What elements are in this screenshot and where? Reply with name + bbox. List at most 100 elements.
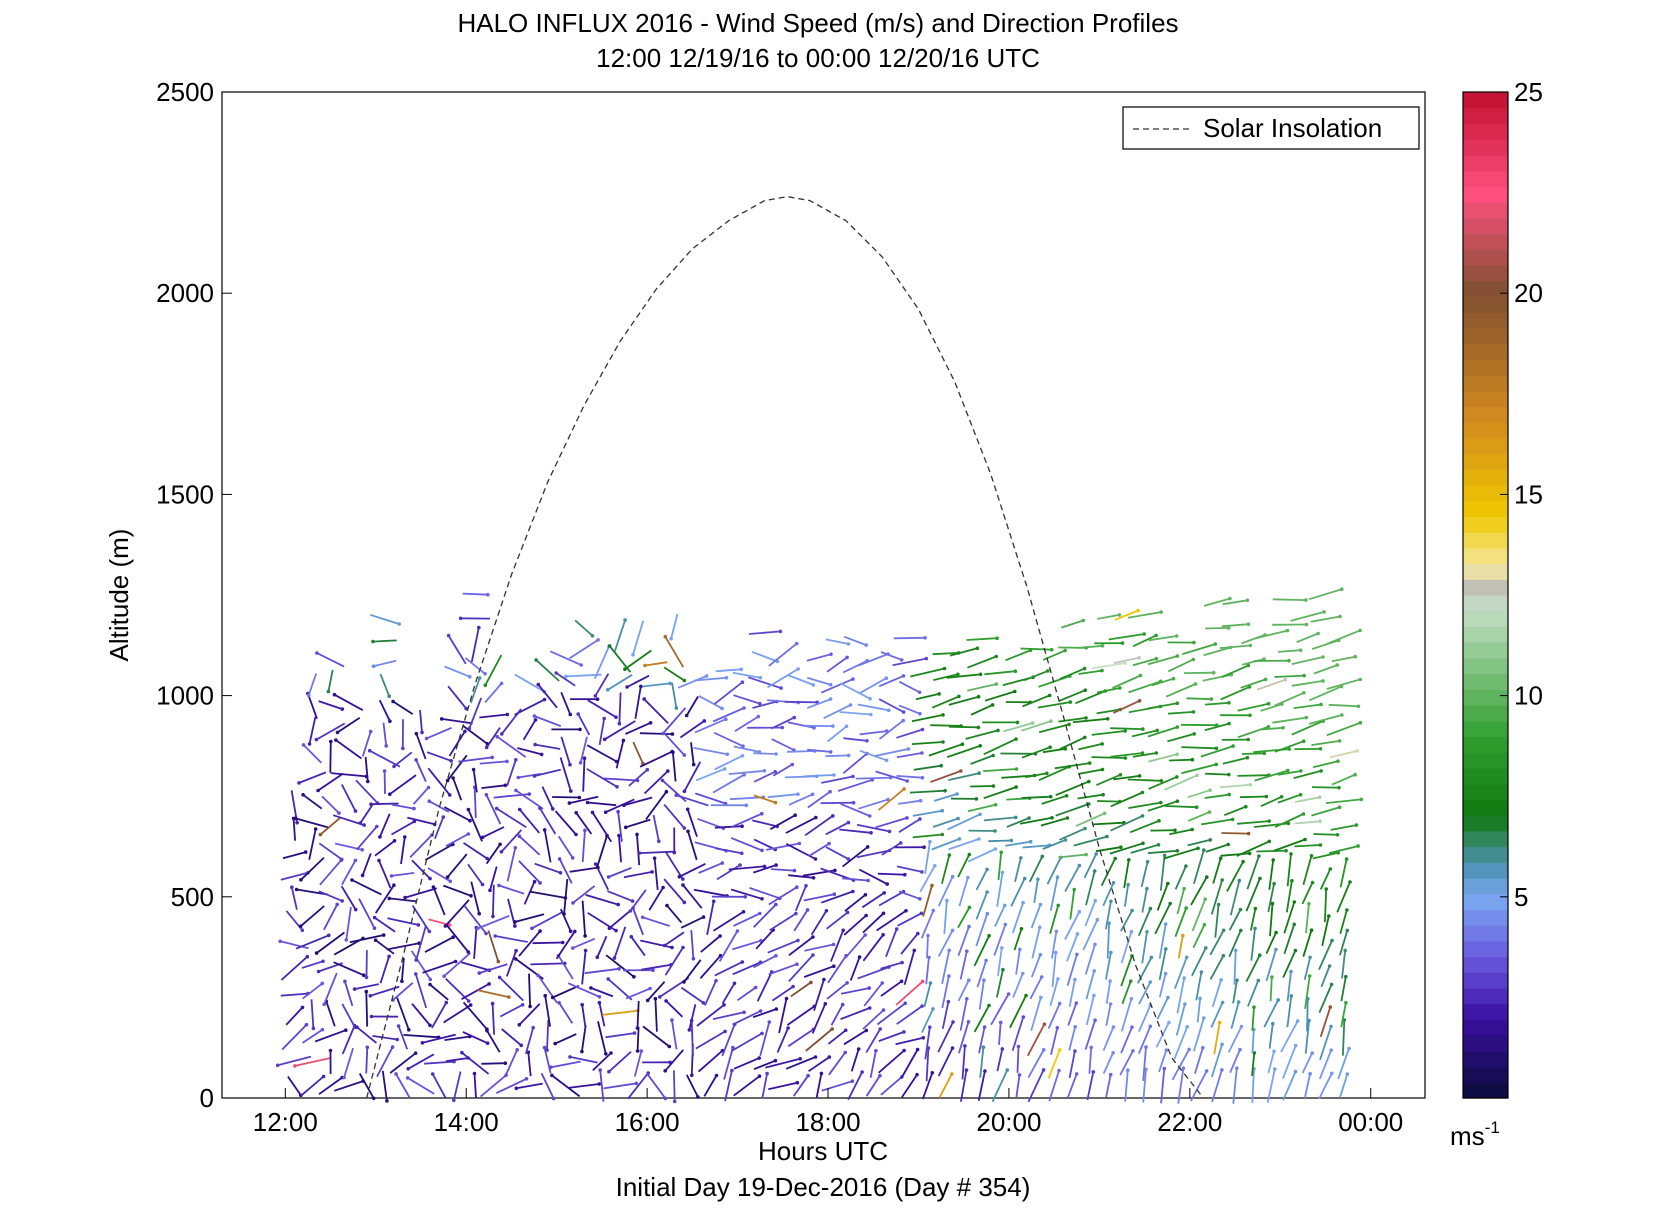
colorbar-cell [1463,815,1508,832]
wind-vector [356,1026,377,1044]
wind-vector-head [1302,691,1306,695]
wind-vector [1295,796,1320,803]
wind-vector [358,898,376,929]
wind-vector [628,769,648,787]
wind-vector [290,887,298,910]
wind-vector-head [1230,817,1235,822]
wind-vector-head [373,938,378,942]
wind-vector-head [1239,1024,1244,1029]
wind-vector-head [1194,805,1199,809]
wind-vector-head [311,1026,316,1031]
wind-vector [785,816,817,834]
wind-vector [1023,670,1049,682]
wind-vector [518,930,541,957]
wind-vector [892,657,927,667]
wind-vector [333,1080,364,1092]
wind-vector-head [813,857,818,861]
wind-vector [492,884,495,917]
wind-vector-head [1184,955,1189,960]
wind-vector [688,1004,697,1031]
wind-vector-head [1083,688,1088,692]
wind-vector-head [740,824,744,828]
wind-vector-head [524,1077,529,1081]
wind-vector-head [878,1073,882,1078]
wind-vector-head [810,792,815,797]
wind-vector-head [995,636,999,640]
wind-vector [412,786,430,805]
wind-vector [1194,1047,1204,1074]
wind-vector [1267,883,1275,913]
wind-vector-head [1144,1045,1148,1049]
wind-vector [1046,856,1062,885]
wind-vector-head [1049,719,1053,723]
colorbar-cell [1463,830,1508,848]
wind-vector-head [1077,909,1082,914]
wind-vector [827,955,847,984]
wind-vector [733,912,761,927]
wind-vector [1123,859,1130,889]
wind-vector [785,843,816,860]
wind-vector-head [427,929,432,934]
wind-vector-head [1310,1051,1314,1055]
wind-vector-head [1309,928,1314,932]
wind-vector [1010,878,1026,907]
wind-vector [941,975,950,1009]
wind-vector [827,725,848,743]
wind-vector [733,1057,760,1070]
wind-vector-head [792,868,797,873]
wind-vector [932,817,959,828]
wind-vector [1159,855,1166,891]
wind-vector-head [984,958,988,963]
wind-vector-head [1003,922,1008,927]
wind-vector [808,842,830,857]
wind-vector [861,892,885,909]
wind-vector [1321,915,1330,946]
wind-vector [1291,656,1324,665]
wind-vector [825,821,849,836]
wind-vector [749,887,781,900]
wind-vector-head [1140,751,1145,755]
wind-vector [1245,954,1261,982]
wind-vector [825,638,849,645]
wind-vector [579,736,588,764]
wind-vector [607,674,633,691]
wind-vector-head [774,863,778,867]
wind-vector [1058,853,1087,859]
wind-vector-head [878,1027,882,1031]
wind-vector-head [1041,1068,1046,1072]
wind-vector-head [1128,979,1133,983]
colorbar-cell [1463,1035,1508,1052]
wind-vector [862,934,884,962]
wind-vector-head [1184,864,1188,868]
wind-vector [1011,902,1024,934]
wind-vector [1158,948,1167,980]
wind-vector-head [1317,795,1322,800]
wind-vector-head [758,701,762,706]
wind-vector-head [1064,794,1069,798]
wind-vector [574,619,594,637]
wind-vector [639,750,673,768]
wind-vector-head [337,811,341,815]
wind-vector [472,769,478,793]
wind-vector-head [293,816,298,821]
wind-vector [996,969,1004,998]
wind-vector-head [300,928,305,932]
wind-vector [1120,910,1133,932]
wind-vector [307,693,318,720]
wind-vector [1272,716,1307,724]
wind-vector [633,1050,643,1077]
wind-vector [446,754,468,782]
wind-vector [1003,722,1033,733]
wind-vector-head [811,953,815,957]
wind-vector [1147,800,1178,812]
colorbar-cell [1463,107,1508,125]
wind-vector-head [1289,852,1293,856]
wind-vector-head [1264,794,1269,799]
wind-vector [581,1024,587,1052]
wind-vector [960,1069,968,1102]
wind-vector [996,1048,1004,1072]
wind-vector [300,905,325,927]
wind-vector-head [560,940,565,945]
wind-vector [1096,708,1121,715]
wind-vector [1113,699,1140,714]
